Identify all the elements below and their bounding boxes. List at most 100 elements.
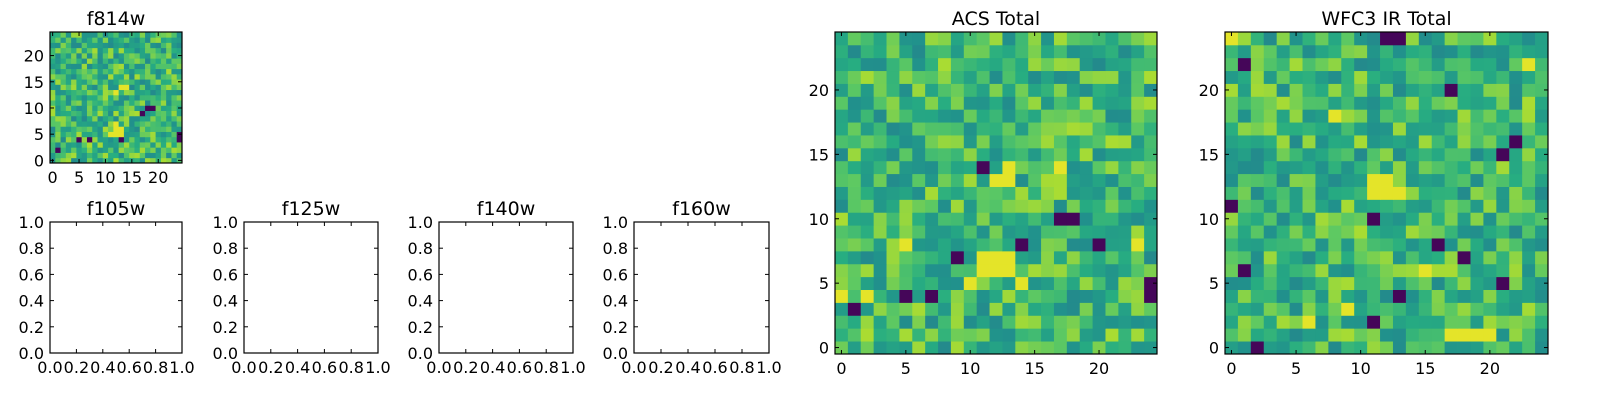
heatmap-cell [1118, 212, 1132, 226]
heatmap-cell [1418, 173, 1433, 187]
heatmap-cell [60, 94, 67, 101]
heatmap-cell [873, 250, 887, 265]
heatmap-cell [1509, 212, 1523, 226]
heatmap-cell [86, 89, 93, 96]
y-tick-label: 10 [24, 99, 44, 118]
heatmap-cell [1066, 289, 1081, 303]
heatmap-cell [1341, 302, 1355, 316]
heatmap-cell [1470, 186, 1484, 200]
heatmap-cell [899, 83, 913, 97]
heatmap-cell [50, 121, 56, 127]
heatmap-cell [1079, 173, 1093, 187]
heatmap-cell [1002, 238, 1016, 252]
heatmap-cell [65, 42, 72, 49]
x-tick-label: 20 [1089, 359, 1109, 378]
heatmap-cell [71, 142, 77, 148]
heatmap-cell [886, 186, 900, 200]
heatmap-cell [1444, 122, 1458, 136]
heatmap-cell [1276, 173, 1290, 187]
heatmap-cell [1276, 225, 1290, 239]
heatmap-cell [1105, 250, 1119, 265]
heatmap-cell [1522, 289, 1536, 303]
y-tick-label: 0.2 [19, 318, 44, 337]
heatmap-cell [1041, 147, 1055, 162]
heatmap-cell [835, 225, 849, 239]
heatmap-cell [150, 68, 156, 75]
heatmap-cell [1302, 315, 1316, 329]
heatmap-cell [1380, 32, 1394, 46]
heatmap-cell [1444, 83, 1458, 97]
f140w-title: f140w [477, 198, 536, 220]
heatmap-cell [1392, 212, 1407, 226]
heatmap-cell [1302, 83, 1316, 97]
heatmap-cell [102, 105, 109, 111]
heatmap-cell [1131, 57, 1145, 72]
heatmap-cell [886, 70, 900, 84]
heatmap-cell [92, 131, 98, 138]
heatmap-cell [139, 42, 146, 49]
heatmap-cell [1289, 186, 1303, 200]
heatmap-cell [1470, 289, 1484, 303]
heatmap-cell [1392, 263, 1407, 278]
heatmap-cell [1028, 341, 1042, 355]
y-tick-label: 20 [809, 81, 829, 100]
heatmap-cell [1444, 250, 1458, 265]
heatmap-cell [1444, 289, 1458, 303]
heatmap-cell [81, 42, 88, 49]
heatmap-cell [1535, 135, 1549, 149]
heatmap-cell [1431, 70, 1446, 84]
heatmap-cell [150, 63, 156, 70]
heatmap-cell [1354, 250, 1368, 265]
heatmap-cell [134, 79, 141, 85]
heatmap-cell [1315, 173, 1329, 187]
heatmap-cell [1118, 147, 1132, 162]
heatmap-cell [123, 136, 130, 143]
heatmap-cell [65, 94, 72, 101]
heatmap-cell [873, 263, 887, 278]
heatmap-cell [1367, 32, 1381, 46]
heatmap-cell [1535, 341, 1549, 355]
heatmap-cell [150, 94, 156, 101]
heatmap-cell [976, 147, 990, 162]
heatmap-cell [113, 131, 120, 138]
heatmap-cell [1276, 276, 1290, 290]
heatmap-cell [1328, 96, 1342, 110]
heatmap-cell [102, 142, 109, 148]
heatmap-cell [1405, 147, 1420, 162]
heatmap-cell [1250, 83, 1265, 97]
heatmap-cell [1144, 238, 1158, 252]
x-tick-label: 0.0 [231, 358, 256, 377]
heatmap-cell [950, 250, 965, 265]
heatmap-cell [1263, 44, 1278, 59]
heatmap-cell [1328, 160, 1342, 175]
heatmap-cell [1496, 122, 1510, 136]
heatmap-cell [1341, 276, 1355, 290]
heatmap-cell [1237, 96, 1252, 110]
heatmap-cell [1328, 250, 1342, 265]
heatmap-cell [1276, 83, 1290, 97]
heatmap-cell [1041, 70, 1055, 84]
heatmap-cell [145, 68, 151, 75]
heatmap-cell [1105, 83, 1119, 97]
heatmap-cell [55, 121, 61, 127]
heatmap-cell [835, 57, 849, 72]
heatmap-cell [1041, 96, 1055, 110]
heatmap-cell [1302, 32, 1316, 46]
heatmap-cell [1250, 160, 1265, 175]
heatmap-cell [71, 152, 77, 159]
f105w-axes-frame [49, 221, 183, 354]
heatmap-cell [1367, 302, 1381, 316]
heatmap-cell [55, 68, 61, 75]
heatmap-cell [50, 84, 56, 91]
heatmap-cell [92, 42, 98, 49]
heatmap-cell [160, 136, 167, 143]
heatmap-cell [1289, 289, 1303, 303]
heatmap-cell [963, 315, 978, 329]
heatmap-cell [60, 131, 67, 138]
x-tick-label: 1.0 [365, 358, 390, 377]
heatmap-cell [1354, 302, 1368, 316]
heatmap-cell [899, 160, 913, 175]
heatmap-cell [1302, 96, 1316, 110]
heatmap-cell [92, 121, 98, 127]
heatmap-cell [60, 105, 67, 111]
